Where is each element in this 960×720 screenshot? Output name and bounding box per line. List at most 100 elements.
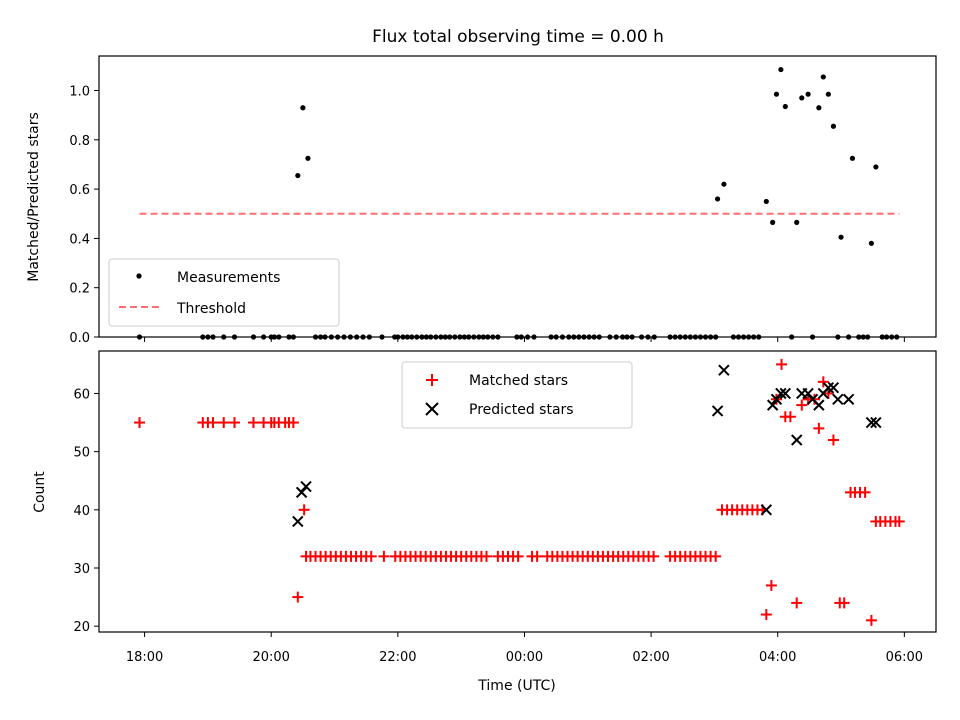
predicted-star-point — [822, 381, 835, 394]
bottom-x-ticks: 18:00 20:00 22:00 00:00 02:00 04:00 06:00 — [126, 632, 923, 665]
predicted-star-point — [865, 416, 878, 429]
top-y-ticks: 0.0 0.2 0.4 0.6 0.8 1.0 — [69, 85, 99, 346]
x-tick-label: 04:00 — [759, 650, 796, 665]
matched-star-point — [813, 422, 825, 434]
matched-star-point — [859, 486, 871, 498]
matched-star-point — [134, 417, 146, 429]
x-tick-label: 06:00 — [886, 650, 923, 665]
legend-matched-label: Matched stars — [469, 373, 568, 389]
matched-star-point — [228, 417, 240, 429]
matched-star-point — [796, 399, 808, 411]
chart-title: Flux total observing time = 0.00 h — [372, 27, 664, 47]
top-y-axis-label: Matched/Predicted stars — [26, 112, 42, 282]
bottom-y-ticks: 20 30 40 50 60 — [73, 387, 99, 635]
measurement-point — [721, 181, 727, 187]
matched-star-point — [791, 597, 803, 609]
measurement-point — [778, 66, 784, 73]
predicted-star-point — [711, 405, 724, 417]
x-axis-label: Time (UTC) — [477, 678, 555, 694]
matched-star-point — [648, 550, 660, 562]
predicted-star-point — [832, 393, 844, 405]
bottom-legend-box — [401, 361, 633, 429]
matched-star-point — [218, 417, 230, 429]
measurement-point — [868, 240, 875, 246]
top-axes: 0.0 0.2 0.4 0.6 0.8 1.0 Matched/Predicted sta… — [26, 55, 937, 346]
legend-predicted-marker — [425, 402, 439, 416]
measurement-point — [305, 155, 311, 161]
matched-star-point — [765, 579, 777, 591]
x-tick-label: 00:00 — [506, 650, 543, 665]
legend-measurements-label: Measurements — [177, 270, 280, 286]
top-legend-box — [108, 258, 340, 327]
measurement-point — [773, 91, 780, 97]
measurement-point — [838, 234, 844, 240]
matched-star-point — [512, 550, 524, 562]
measurement-point — [763, 198, 769, 205]
top-legend: Measurements Threshold — [108, 258, 340, 327]
predicted-star-point — [791, 434, 803, 446]
x-tick-label: 18:00 — [126, 650, 163, 665]
measurement-point — [714, 196, 721, 202]
bottom-axes: 20 30 40 50 60 18:00 20:00 22:00 00:00 02:00 04:0… — [32, 350, 937, 694]
legend-matched-marker — [426, 374, 438, 386]
measurement-point — [782, 103, 788, 110]
measurement-point — [799, 95, 805, 101]
matched-star-point — [784, 411, 796, 423]
matched-star-point — [378, 550, 390, 562]
predicted-star-point — [760, 504, 773, 516]
predicted-star-point — [775, 387, 787, 400]
matched-star-point — [838, 597, 850, 609]
y-tick-label: 1.0 — [69, 85, 90, 100]
bottom-y-axis-label: Count — [32, 471, 48, 513]
predicted-star-point — [827, 381, 840, 394]
matched-star-point — [817, 376, 829, 388]
y-tick-label: 60 — [73, 387, 90, 402]
matched-star-point — [480, 550, 492, 562]
y-tick-label: 0.0 — [69, 331, 90, 346]
matched-star-point — [808, 393, 820, 405]
y-tick-label: 0.6 — [69, 183, 90, 198]
matched-star-point — [827, 434, 839, 446]
legend-predicted-label: Predicted stars — [469, 402, 574, 418]
y-tick-label: 40 — [73, 504, 90, 519]
measurement-point — [295, 172, 301, 179]
x-tick-label: 02:00 — [632, 650, 669, 665]
predicted-star-point — [292, 515, 304, 528]
x-tick-label: 22:00 — [379, 650, 416, 665]
matched-star-point — [776, 358, 788, 370]
bottom-plot-marks — [134, 358, 905, 626]
predicted-star-point — [870, 416, 882, 429]
predicted-star-point — [766, 399, 779, 411]
predicted-star-point — [300, 480, 312, 493]
matched-star-point — [865, 614, 877, 626]
matched-star-point — [365, 550, 377, 562]
y-tick-label: 30 — [73, 562, 90, 577]
matched-star-point — [247, 417, 259, 429]
measurement-point — [873, 164, 879, 170]
x-tick-label: 20:00 — [252, 650, 289, 665]
y-tick-label: 0.4 — [69, 232, 90, 247]
y-tick-label: 20 — [73, 620, 90, 635]
matched-star-point — [760, 609, 772, 621]
measurement-point — [300, 105, 306, 111]
matched-star-point — [287, 417, 299, 429]
predicted-star-point — [779, 387, 792, 400]
bottom-legend: Matched stars Predicted stars — [401, 361, 633, 429]
predicted-star-point — [813, 399, 825, 411]
measurement-point — [794, 219, 800, 225]
matched-star-point — [893, 515, 905, 527]
measurement-point — [825, 91, 831, 97]
legend-measurements-marker — [136, 273, 142, 279]
matched-star-point — [298, 504, 310, 516]
matched-star-point — [710, 550, 722, 562]
matched-star-point — [292, 591, 304, 603]
y-tick-label: 0.8 — [69, 134, 90, 149]
predicted-star-point — [842, 393, 855, 405]
legend-threshold-label: Threshold — [176, 301, 246, 317]
top-axes-frame — [98, 55, 937, 338]
bottom-axes-frame — [98, 350, 937, 633]
predicted-star-point — [718, 364, 730, 376]
measurement-point — [849, 155, 856, 161]
